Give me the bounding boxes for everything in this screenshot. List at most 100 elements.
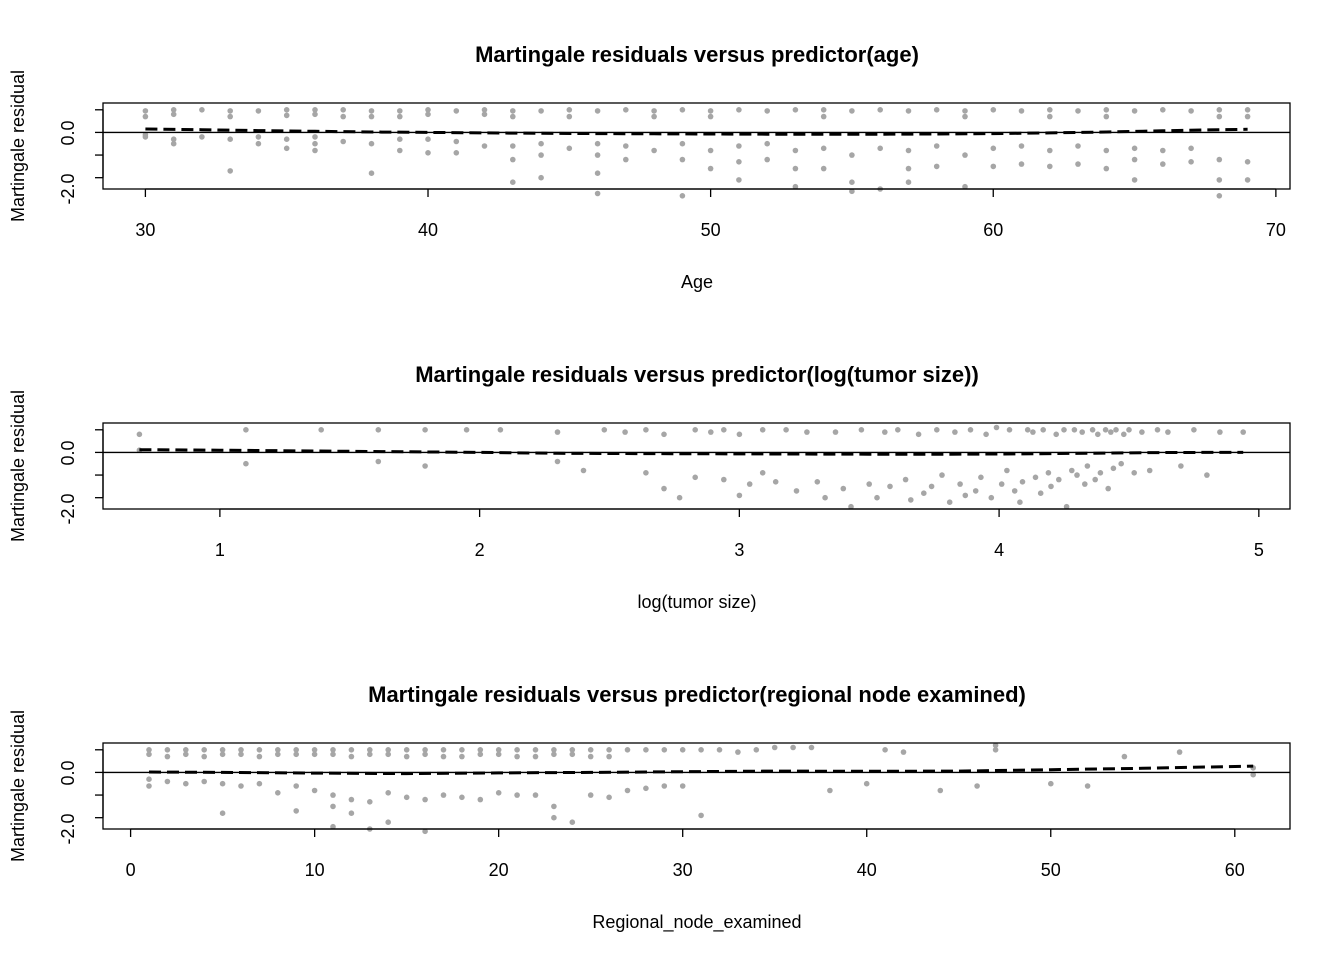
- panel-tumor-point: [1165, 429, 1171, 435]
- panel-age-xlabel: Age: [681, 272, 713, 292]
- panel-nodes-point: [1121, 753, 1128, 760]
- panel-age-point: [877, 107, 883, 113]
- panel-nodes-point: [238, 783, 244, 789]
- panel-age-point: [792, 165, 799, 172]
- panel-age-point: [227, 113, 233, 120]
- panel-nodes-ylabel: Martingale residual: [8, 710, 28, 862]
- panel-tumor-point: [822, 494, 828, 501]
- panel-tumor-point: [1048, 483, 1054, 490]
- panel-age-point: [990, 145, 997, 152]
- panel-age-point: [1216, 113, 1223, 120]
- panel-nodes-point: [459, 747, 465, 753]
- panel-age-point: [764, 108, 770, 114]
- panel-tumor-point: [1146, 467, 1153, 474]
- panel-nodes-point: [275, 751, 281, 758]
- panel-age-point: [990, 163, 997, 170]
- panel-tumor-point: [1030, 429, 1036, 435]
- panel-age-point: [481, 111, 488, 118]
- panel-age-point: [1216, 193, 1223, 199]
- panel-age-point: [820, 107, 827, 113]
- panel-tumor-ylabel: Martingale residual: [8, 390, 28, 542]
- panel-nodes-point: [422, 747, 428, 753]
- panel-age-point: [1244, 177, 1251, 183]
- panel-age-point: [1047, 113, 1053, 120]
- panel-age-point: [510, 113, 516, 120]
- panel-age-point: [142, 108, 149, 114]
- panel-tumor-point: [934, 427, 940, 433]
- panel-nodes-ytick-label-0: 0.0: [58, 760, 78, 785]
- panel-age-point: [820, 165, 827, 172]
- panel-age-point: [1018, 143, 1025, 149]
- panel-age-point: [312, 107, 318, 113]
- panel-nodes-point: [256, 747, 263, 753]
- panel-age-point: [283, 112, 290, 119]
- panel-age-point: [933, 107, 940, 113]
- panel-tumor-point: [1082, 481, 1088, 487]
- panel-nodes-point: [459, 753, 465, 760]
- panel-age-point: [877, 145, 883, 152]
- panel-nodes-point: [790, 744, 796, 751]
- panel-age-point: [962, 108, 968, 114]
- panel-tumor-point: [1063, 503, 1070, 510]
- panel-nodes-point: [606, 753, 612, 760]
- panel-nodes-point: [863, 780, 870, 787]
- panel-age-point: [905, 165, 912, 172]
- panel-age-point: [962, 183, 968, 190]
- panel-nodes-xtick-label: 0: [126, 860, 136, 880]
- panel-tumor-xtick-label: 5: [1254, 540, 1264, 560]
- panel-nodes-point: [551, 814, 557, 821]
- panel-age-point: [340, 138, 347, 145]
- panel-age-point: [764, 140, 770, 147]
- panel-nodes-point: [183, 751, 189, 758]
- panel-age-point: [707, 147, 714, 154]
- panel-age-xtick-label: 50: [701, 220, 721, 240]
- panel-nodes-point: [495, 751, 502, 758]
- panel-nodes-point: [679, 747, 686, 753]
- panel-nodes-point: [1084, 783, 1091, 789]
- panel-tumor-point: [1113, 427, 1119, 433]
- panel-tumor-point: [736, 492, 743, 499]
- panel-nodes-point: [587, 747, 594, 753]
- panel-age-point: [764, 156, 770, 163]
- panel-age-point: [1103, 107, 1110, 113]
- panel-tumor-point: [721, 476, 727, 483]
- panel-tumor-point: [1108, 429, 1114, 435]
- panel-nodes-point: [164, 778, 171, 785]
- panel-tumor-ytick-label-0: 0.0: [58, 440, 78, 465]
- panel-age-point: [623, 107, 629, 113]
- panel-tumor-point: [962, 492, 969, 499]
- panel-nodes-point: [1048, 780, 1054, 787]
- panel-nodes-point: [293, 783, 300, 789]
- panel-nodes-point: [569, 747, 576, 753]
- panel-tumor-point: [554, 429, 561, 435]
- panel-age-point: [707, 108, 714, 114]
- panel-tumor-point: [928, 483, 935, 490]
- panel-age-point: [990, 107, 997, 113]
- panel-tumor-point: [1053, 431, 1059, 438]
- panel-age-point: [1103, 165, 1110, 172]
- panel-tumor-point: [1105, 485, 1111, 492]
- panel-tumor-point: [1139, 429, 1145, 435]
- panel-age-point: [736, 177, 742, 183]
- panel-nodes-point: [477, 751, 484, 758]
- panel-age-point: [679, 107, 686, 113]
- panel-tumor-point: [601, 427, 608, 433]
- panel-age-point: [1244, 107, 1251, 113]
- panel-tumor-point: [759, 470, 766, 476]
- panel-age-point: [679, 156, 686, 163]
- panel-age-point: [368, 113, 375, 120]
- panel-age-point: [453, 150, 460, 156]
- panel-age-point: [1131, 156, 1138, 163]
- panel-nodes-point: [716, 747, 723, 753]
- panel-age-point: [312, 111, 318, 118]
- panel-age-point: [227, 168, 233, 174]
- panel-nodes-point: [183, 747, 189, 753]
- panel-age-point: [1103, 113, 1110, 120]
- panel-age-point: [1075, 143, 1081, 149]
- panel-age-point: [312, 147, 318, 154]
- panel-tumor-point: [1040, 427, 1046, 433]
- panel-age-point: [933, 163, 940, 170]
- panel-nodes-point: [643, 747, 649, 753]
- panel-age-point: [283, 136, 290, 142]
